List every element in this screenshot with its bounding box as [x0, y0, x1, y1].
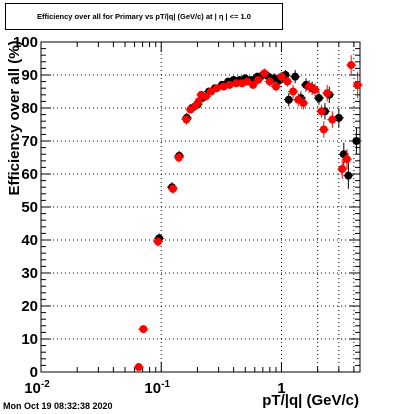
data-point-black — [314, 94, 323, 103]
data-point-red — [353, 80, 362, 89]
data-point-red — [134, 363, 143, 372]
data-point-black — [291, 72, 300, 81]
y-tick-label: 100 — [13, 34, 38, 51]
data-point-red — [249, 80, 258, 89]
y-tick-label: 20 — [21, 298, 38, 315]
data-point-red — [277, 72, 286, 81]
data-points — [133, 55, 363, 372]
x-tick-label: 10-2 — [24, 379, 50, 397]
y-tick-label: 30 — [21, 265, 38, 282]
data-point-red — [319, 125, 328, 134]
y-tick-label: 10 — [21, 331, 38, 348]
data-point-red — [347, 61, 356, 70]
data-point-black — [284, 95, 293, 104]
y-tick-label: 80 — [21, 100, 38, 117]
y-axis-title: Efficiency over all (%) — [6, 40, 23, 195]
data-point-red — [139, 325, 148, 334]
data-point-red — [232, 79, 241, 88]
data-point-red — [201, 92, 210, 101]
data-point-red — [289, 87, 298, 96]
data-point-red — [254, 75, 263, 84]
y-tick-label: 70 — [21, 133, 38, 150]
data-point-black — [352, 137, 361, 145]
y-tick-label: 50 — [21, 199, 38, 216]
chart-title-box: Efficiency over all for Primary vs pT/|q… — [5, 3, 283, 30]
data-point-red — [328, 115, 337, 124]
x-tick-label: 10-1 — [144, 379, 170, 397]
data-point-red — [212, 84, 221, 93]
timestamp: Mon Oct 19 08:32:38 2020 — [3, 401, 113, 411]
y-tick-label: 40 — [21, 232, 38, 249]
data-point-red — [271, 82, 280, 91]
data-point-red — [260, 69, 269, 78]
y-tick-label: 60 — [21, 166, 38, 183]
x-axis-title: pT/|q| (GeV/c) — [262, 392, 359, 409]
chart-title: Efficiency over all for Primary vs pT/|q… — [37, 12, 251, 21]
data-point-red — [317, 107, 326, 116]
data-point-red — [174, 153, 183, 162]
tick-labels: 0 10 20 30 40 50 60 70 80 90 100 10-2 10-1 1 — [13, 34, 286, 397]
data-point-red — [305, 82, 314, 91]
data-point-red — [299, 99, 308, 108]
data-point-red — [194, 97, 203, 106]
data-point-red — [265, 77, 274, 86]
y-tick-label: 0 — [30, 364, 38, 381]
data-point-red — [168, 184, 177, 193]
data-point-black — [344, 171, 353, 180]
x-tick-label: 1 — [277, 380, 285, 397]
data-point-red — [283, 77, 292, 86]
data-point-red — [323, 89, 332, 98]
y-tick-label: 90 — [21, 67, 38, 84]
data-point-red — [342, 155, 351, 164]
data-point-red — [338, 165, 347, 174]
data-point-red — [310, 85, 319, 94]
data-point-red — [154, 237, 163, 246]
data-point-red — [182, 115, 191, 124]
